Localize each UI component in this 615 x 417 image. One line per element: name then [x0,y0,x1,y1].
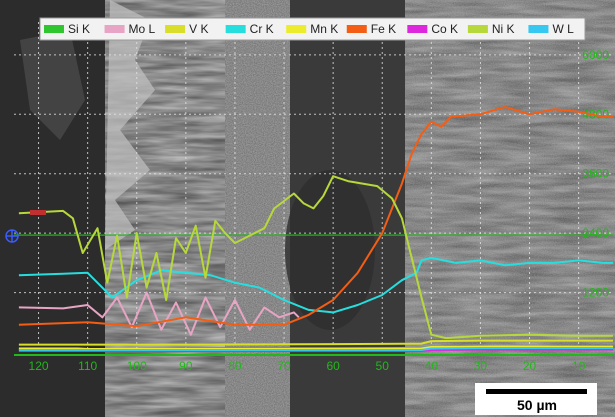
x-tick-label-20: 20 [523,359,537,373]
x-tick-label-90: 90 [179,359,193,373]
x-tick-label-100: 100 [127,359,147,373]
legend-swatch-cr-k [225,25,246,33]
legend-swatch-co-k [407,25,428,33]
legend-label-v-k: V K [189,22,208,36]
scale-bar-label: 50 µm [517,397,557,413]
legend-swatch-si-k [44,25,64,33]
legend-label-fe-k: Fe K [371,22,396,36]
x-tick-label-50: 50 [376,359,390,373]
legend-box [39,17,586,41]
cursor-marker[interactable] [5,229,19,243]
legend-label-cr-k: Cr K [250,22,274,36]
legend-swatch-mo-l [104,25,125,33]
legend-swatch-v-k [165,25,186,33]
grid [14,22,613,352]
legend-label-ni-k: Ni K [492,22,515,36]
legend-label-mn-k: Mn K [310,22,338,36]
x-tick-label-110: 110 [78,359,97,373]
legend-label-si-k: Si K [68,22,90,36]
legend: Si K Mo L V K Cr K Mn K Fe K Co K Ni K W L [39,17,586,41]
legend-label-co-k: Co K [431,22,458,36]
series-line-w-l [18,347,613,351]
legend-swatch-ni-k [467,25,488,33]
y-tick-label-3600: 3600 [582,167,609,181]
scale-bar: 50 µm [475,383,597,415]
series-line-ni-k [18,175,613,340]
y-tick-label-1200: 1200 [582,286,609,300]
x-tick-label-80: 80 [228,359,242,373]
x-tick-label-120: 120 [29,359,49,373]
x-tick-label-70: 70 [277,359,291,373]
x-tick-label-10: 10 [572,359,586,373]
legend-label-mo-l: Mo L [129,22,156,36]
y-tick-label-6000: 6000 [582,48,609,62]
red-marker [30,210,46,215]
series-line-v-k [18,339,613,346]
series-line-fe-k [18,105,613,328]
axes: 120 110 100 90 80 70 60 50 40 30 20 101200240036004… [14,48,613,373]
legend-swatch-mn-k [286,25,307,33]
y-tick-label-2400: 2400 [582,226,609,240]
series-layer [18,105,613,352]
legend-swatch-w-l [528,25,549,33]
x-tick-label-60: 60 [326,359,340,373]
x-tick-label-30: 30 [474,359,488,373]
legend-label-w-l: W L [552,22,574,36]
scale-bar-line [486,389,587,394]
x-tick-label-40: 40 [425,359,439,373]
legend-swatch-fe-k [346,25,367,33]
